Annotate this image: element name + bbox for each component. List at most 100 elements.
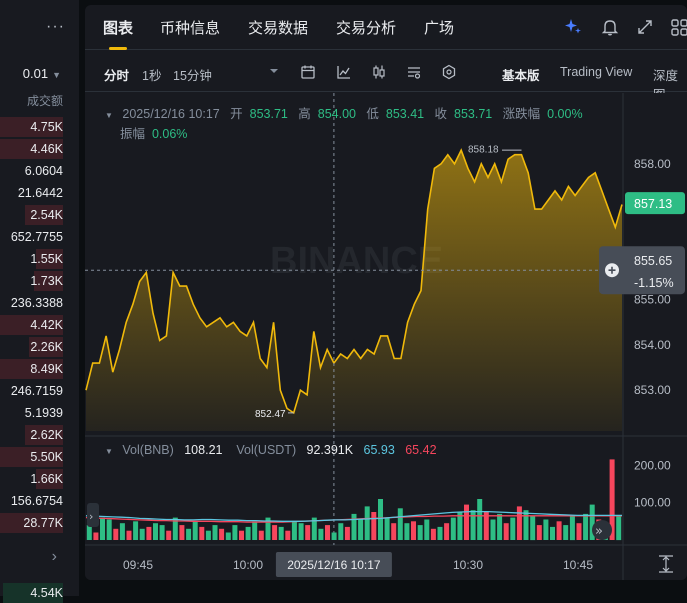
volume-bar	[444, 523, 450, 540]
tab-trade-analysis[interactable]: 交易分析	[336, 20, 397, 37]
ohlc-datetime: 2025/12/16 10:17	[122, 107, 220, 121]
volume-bar	[133, 521, 139, 540]
watermark: BINANCE	[270, 240, 443, 282]
volume-ma2: 65.42	[405, 443, 437, 457]
time-axis-tick: 09:45	[123, 558, 153, 572]
volume-value-2: 92.391K	[306, 443, 354, 457]
orderbook-bottom-row: 4.54K	[0, 583, 79, 603]
depth-bar	[36, 249, 63, 269]
chevron-down-icon[interactable]	[269, 64, 279, 78]
interval-timeline[interactable]: 分时	[104, 69, 130, 83]
cursor-price-value: 855.65	[634, 254, 672, 268]
volume-bar	[252, 521, 258, 540]
price-axis-tick: 855.00	[634, 293, 671, 307]
view-tradingview[interactable]: Trading View	[560, 65, 633, 79]
volume-bar	[225, 532, 231, 540]
volume-bar	[384, 517, 390, 540]
tab-trade-data[interactable]: 交易数据	[248, 20, 309, 37]
volume-bar	[556, 521, 562, 540]
orderbook-value: 652.7755	[10, 230, 63, 244]
volume-bar	[437, 526, 443, 540]
volume-bar	[530, 515, 536, 541]
orderbook-value: 2.54K	[30, 208, 63, 222]
volume-bar	[430, 528, 436, 540]
scroll-right-button[interactable]	[592, 520, 612, 540]
volume-bar	[153, 523, 158, 540]
depth-bar	[0, 359, 63, 379]
tab-chart[interactable]: 图表	[103, 20, 134, 37]
precision-select[interactable]: 0.01 ▼	[23, 66, 61, 81]
settings-icon[interactable]	[406, 64, 422, 80]
candlestick-icon[interactable]	[371, 64, 387, 80]
price-axis-tick: 854.00	[634, 338, 671, 352]
interval-15m[interactable]: 15分钟	[173, 69, 212, 83]
orderbook-value: 21.6442	[17, 186, 63, 200]
amplitude-value: 0.06%	[151, 127, 188, 141]
price-chart[interactable]: BINANCE 853.00 854.00 855.00 858.00 858.18 852…	[85, 93, 687, 580]
volume-bar	[576, 523, 582, 540]
bell-icon[interactable]	[600, 17, 620, 37]
price-line	[85, 148, 623, 415]
volume-bar	[536, 525, 542, 540]
fit-height-icon[interactable]	[659, 555, 673, 573]
grid-icon[interactable]	[669, 17, 687, 37]
chart-panel: 图表 币种信息 交易数据 交易分析 广场 分时 1秒 15分钟	[85, 5, 687, 580]
volume-collapse-icon[interactable]: ▼	[105, 447, 113, 456]
volume-bar	[318, 528, 324, 540]
orderbook-row: 4.46K	[0, 139, 79, 159]
volume-bar	[258, 530, 264, 540]
orderbook-value: 6.0604	[24, 164, 63, 178]
hexagon-icon[interactable]	[441, 64, 457, 80]
orderbook-value: 2.26K	[30, 340, 63, 354]
last-price-badge	[625, 192, 685, 215]
calendar-icon[interactable]	[300, 64, 316, 80]
orderbook-value: 1.66K	[30, 472, 63, 486]
volume-bar	[569, 515, 575, 541]
interval-1s[interactable]: 1秒	[142, 69, 162, 83]
price-area-fill	[86, 150, 622, 431]
volume-bar	[609, 459, 615, 540]
volume-bar	[391, 523, 397, 540]
volume-bar	[285, 530, 291, 540]
volume-bar	[265, 517, 271, 540]
orderbook-row: 156.6754	[0, 491, 79, 511]
volume-bar	[192, 521, 198, 540]
chevron-left-icon[interactable]: ›	[89, 510, 93, 523]
volume-bar	[245, 526, 251, 540]
more-icon[interactable]: ···	[46, 18, 65, 35]
tab-coin-info[interactable]: 币种信息	[160, 20, 221, 37]
double-chevron-right-icon[interactable]: »	[595, 524, 603, 539]
close-value: 853.71	[454, 107, 493, 121]
depth-bar	[36, 469, 63, 489]
orderbook-row: 6.0604	[0, 161, 79, 181]
cursor-time-badge	[275, 552, 392, 577]
volume-bar	[212, 525, 218, 540]
depth-bar	[0, 513, 63, 533]
max-price-label: 858.18	[468, 144, 499, 155]
volume-bar	[550, 526, 555, 540]
view-basic[interactable]: 基本版	[502, 69, 540, 83]
chart-toolbar: 分时 1秒 15分钟 基本版 Trading View 深度图	[85, 51, 687, 102]
change-value: 0.00%	[547, 107, 583, 121]
orderbook-row: 4.42K	[0, 315, 79, 335]
expand-icon[interactable]	[635, 17, 655, 37]
scroll-left-button[interactable]	[87, 503, 99, 527]
depth-bar	[25, 205, 63, 225]
chevron-down-icon: ▼	[52, 70, 61, 80]
volume-bar	[477, 499, 483, 540]
orderbook-value: 4.46K	[30, 142, 63, 156]
precision-value: 0.01	[22, 66, 49, 81]
ai-sparkle-icon[interactable]	[563, 17, 583, 37]
orderbook-bottom-value: 4.54K	[30, 586, 63, 600]
indicator-icon[interactable]	[336, 64, 352, 80]
tab-square[interactable]: 广场	[424, 20, 455, 37]
volume-bar	[523, 510, 529, 540]
volume-bar	[291, 521, 297, 540]
orderbook-row: 8.49K	[0, 359, 79, 379]
price-chart-canvas[interactable]: BINANCE 853.00 854.00 855.00 858.00 858.18 852…	[85, 93, 687, 580]
collapse-icon[interactable]: ▼	[105, 111, 113, 120]
volume-bar	[338, 523, 344, 540]
volume-bar	[411, 521, 416, 540]
volume-bar	[239, 530, 244, 540]
chevron-right-icon[interactable]: ›	[51, 548, 57, 565]
